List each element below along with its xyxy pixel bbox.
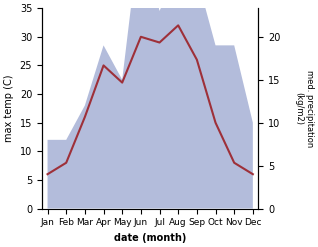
X-axis label: date (month): date (month) (114, 233, 186, 243)
Y-axis label: med. precipitation
(kg/m2): med. precipitation (kg/m2) (294, 70, 314, 147)
Y-axis label: max temp (C): max temp (C) (4, 75, 14, 142)
